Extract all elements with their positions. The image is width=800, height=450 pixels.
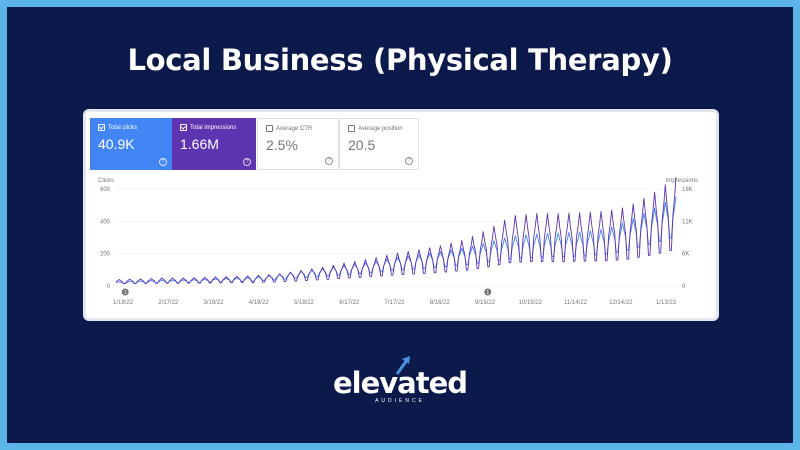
x-tick-label: 5/18/22 (294, 300, 315, 306)
performance-chart[interactable]: Clicks Impressions 600 400 200 0 18K 12K 6K 0 1/… (86, 174, 716, 318)
y-right-tick-label: 18K (682, 187, 693, 193)
annotation-marker[interactable] (121, 288, 129, 296)
y-right-axis-title: Impressions (666, 178, 698, 184)
help-icon[interactable]: ? (405, 157, 413, 165)
x-tick-label: 4/18/22 (249, 300, 270, 306)
x-tick-label: 9/15/22 (475, 300, 496, 306)
y-right-tick-label: 12K (682, 219, 693, 225)
metric-value: 40.9K (98, 136, 135, 152)
series-line (115, 177, 677, 285)
metric-label: Average position (358, 125, 403, 132)
search-console-card: Total clicks 40.9K ? Total impressions 1… (86, 112, 716, 318)
help-icon[interactable]: ? (325, 157, 333, 165)
y-left-tick-label: 600 (100, 187, 111, 193)
x-tick-label: 10/15/22 (519, 300, 543, 306)
logo-wordmark: elevated (332, 366, 468, 400)
metric-tile-average-ctr[interactable]: Average CTR 2.5% ? (257, 118, 339, 170)
metric-tile-average-position[interactable]: Average position 20.5 ? (339, 118, 419, 170)
annotation-marker-label: 1 (124, 290, 127, 296)
x-tick-label: 1/13/23 (656, 300, 677, 306)
metric-label: Total impressions (190, 124, 237, 131)
checkbox-icon[interactable] (98, 124, 105, 131)
y-left-axis-title: Clicks (98, 178, 114, 184)
x-tick-label: 11/14/22 (564, 300, 588, 306)
x-tick-label: 7/17/22 (384, 300, 405, 306)
metric-tile-total-clicks[interactable]: Total clicks 40.9K ? (90, 118, 172, 170)
x-tick-label: 12/14/22 (609, 300, 633, 306)
y-left-tick-label: 0 (107, 284, 111, 290)
checkbox-icon[interactable] (180, 124, 187, 131)
x-tick-label: 8/16/22 (430, 300, 451, 306)
metric-label: Total clicks (108, 124, 138, 131)
x-tick-label: 3/19/22 (203, 300, 224, 306)
metric-value: 1.66M (180, 136, 219, 152)
metric-value: 2.5% (266, 137, 298, 153)
checkbox-icon[interactable] (348, 125, 355, 132)
grid-layer (116, 188, 676, 287)
metric-value: 20.5 (348, 137, 376, 153)
logo-subtitle: AUDIENCE (375, 398, 425, 404)
page-title: Local Business (Physical Therapy) (127, 43, 673, 77)
series-line (115, 196, 677, 284)
y-right-tick-label: 0 (682, 284, 686, 290)
annotation-marker-label: 1 (486, 290, 489, 296)
y-right-tick-label: 6K (682, 252, 689, 258)
metric-label: Average CTR (276, 125, 313, 132)
help-icon[interactable]: ? (159, 158, 167, 166)
checkbox-icon[interactable] (266, 125, 273, 132)
help-icon[interactable]: ? (243, 158, 251, 166)
label-layer: Clicks Impressions 600 400 200 0 18K 12K 6K 0 1/… (98, 178, 698, 306)
metric-tile-total-impressions[interactable]: Total impressions 1.66M ? (172, 118, 256, 170)
x-tick-label: 1/18/22 (113, 300, 134, 306)
x-tick-label: 6/17/22 (339, 300, 360, 306)
series-layer (115, 177, 677, 285)
x-tick-label: 2/17/22 (158, 300, 179, 306)
annotation-marker[interactable] (484, 288, 492, 296)
brand-logo: elevated AUDIENCE (0, 366, 800, 404)
logo-arrow-icon (395, 356, 410, 375)
y-left-tick-label: 200 (100, 252, 111, 258)
y-left-tick-label: 400 (100, 219, 111, 225)
